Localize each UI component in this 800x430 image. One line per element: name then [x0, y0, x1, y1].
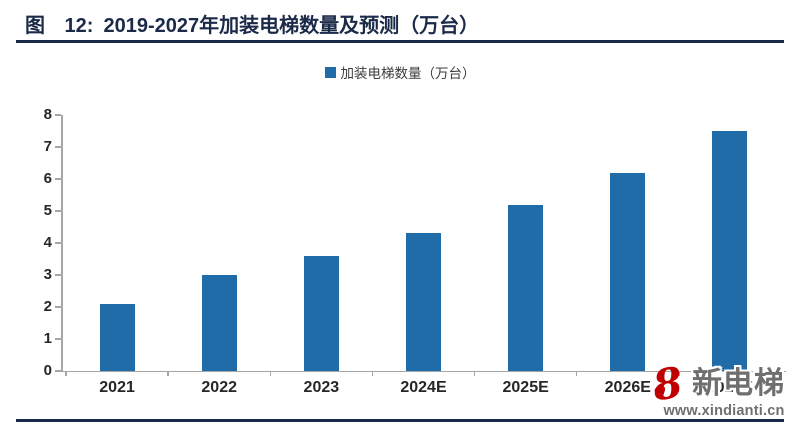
y-axis-tick-label: 4	[43, 234, 52, 251]
brand-url: www.xindianti.cn	[663, 403, 785, 419]
x-axis-tick	[269, 371, 272, 376]
x-axis-tick	[678, 371, 680, 376]
y-axis-tick	[55, 114, 61, 116]
bar-2024e	[406, 233, 441, 371]
x-axis-tick	[575, 371, 578, 376]
x-axis-tick	[167, 371, 169, 376]
bar-2025e	[508, 204, 544, 371]
x-axis-label: 2026E	[604, 379, 651, 396]
x-axis-label: 2027E	[706, 379, 754, 396]
y-axis-tick	[55, 306, 61, 308]
bottom-rule	[16, 419, 784, 422]
title-underline	[16, 40, 784, 43]
bar-2026e	[610, 172, 646, 371]
y-axis-tick	[55, 370, 61, 372]
y-axis-tick-label: 8	[43, 106, 52, 123]
figure-title-text: 2019-2027年加装电梯数量及预测（万台）	[103, 15, 480, 37]
y-axis-tick-label: 6	[43, 170, 52, 187]
brand-row: 8 ♥ 新电梯	[649, 357, 795, 411]
y-axis-tick	[55, 274, 61, 276]
y-axis-line	[61, 115, 63, 372]
x-axis-tick	[473, 371, 476, 376]
x-axis-line	[61, 370, 786, 372]
bar-2027e	[712, 131, 748, 371]
x-axis-label: 2024E	[400, 379, 447, 396]
x-axis-label: 2025E	[502, 379, 549, 396]
y-axis-tick	[55, 146, 61, 148]
bar-2021	[99, 303, 135, 371]
brand-name: 新电梯	[692, 367, 785, 400]
x-axis-label: 2021	[99, 379, 135, 396]
y-axis-tick	[55, 210, 61, 212]
x-axis-label: 2022	[201, 379, 237, 396]
x-axis-tick	[65, 371, 67, 376]
bar-2023	[303, 255, 339, 371]
x-axis-tick	[371, 371, 374, 376]
x-axis-label: 2023	[303, 379, 340, 396]
y-axis-tick-label: 1	[43, 330, 52, 347]
legend-label: 加装电梯数量（万台）	[340, 66, 476, 81]
figure-title: 图 12: 2019-2027年加装电梯数量及预测（万台）	[25, 9, 479, 38]
chart-legend: 加装电梯数量（万台）	[0, 62, 800, 82]
y-axis-tick-label: 0	[43, 362, 52, 379]
xindianti-watermark: 8 ♥ 新电梯 www.xindianti.cn	[649, 357, 795, 419]
y-axis-tick	[55, 178, 61, 180]
y-axis-tick-label: 3	[43, 266, 52, 283]
brand-8-icon: 8 ♥	[649, 357, 686, 411]
y-axis-tick-label: 5	[43, 202, 52, 219]
y-axis-tick	[55, 242, 61, 244]
legend-swatch-icon	[324, 66, 336, 78]
y-axis-tick	[55, 338, 61, 340]
bar-2022	[201, 275, 237, 371]
x-axis-tick	[780, 371, 782, 376]
figure-label: 图 12:	[25, 15, 94, 37]
y-axis-tick-label: 2	[43, 298, 52, 315]
y-axis-tick-label: 7	[43, 138, 52, 155]
